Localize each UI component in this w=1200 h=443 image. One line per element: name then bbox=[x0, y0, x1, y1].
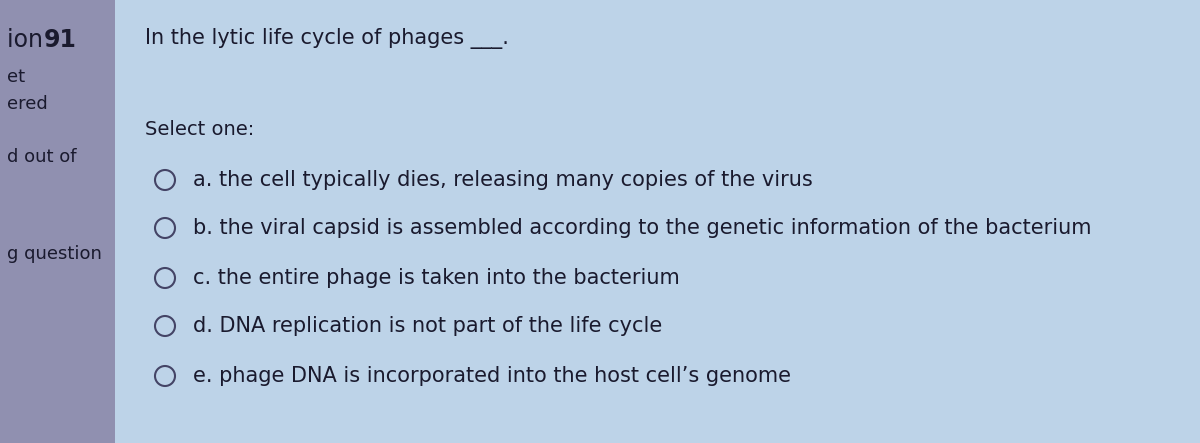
Bar bbox=[0, 0, 115, 443]
Text: d out of: d out of bbox=[7, 148, 77, 166]
Text: d. DNA replication is not part of the life cycle: d. DNA replication is not part of the li… bbox=[193, 316, 662, 336]
Text: a. the cell typically dies, releasing many copies of the virus: a. the cell typically dies, releasing ma… bbox=[193, 170, 812, 190]
Text: Select one:: Select one: bbox=[145, 120, 254, 139]
Text: g question: g question bbox=[7, 245, 102, 263]
Text: e. phage DNA is incorporated into the host cell’s genome: e. phage DNA is incorporated into the ho… bbox=[193, 366, 791, 386]
Text: c. the entire phage is taken into the bacterium: c. the entire phage is taken into the ba… bbox=[193, 268, 679, 288]
Text: ered: ered bbox=[7, 95, 48, 113]
Text: b. the viral capsid is assembled according to the genetic information of the bac: b. the viral capsid is assembled accordi… bbox=[193, 218, 1092, 238]
Text: 91: 91 bbox=[44, 28, 77, 52]
Text: In the lytic life cycle of phages ___.: In the lytic life cycle of phages ___. bbox=[145, 28, 509, 49]
Text: ion: ion bbox=[7, 28, 50, 52]
Text: et: et bbox=[7, 68, 25, 86]
